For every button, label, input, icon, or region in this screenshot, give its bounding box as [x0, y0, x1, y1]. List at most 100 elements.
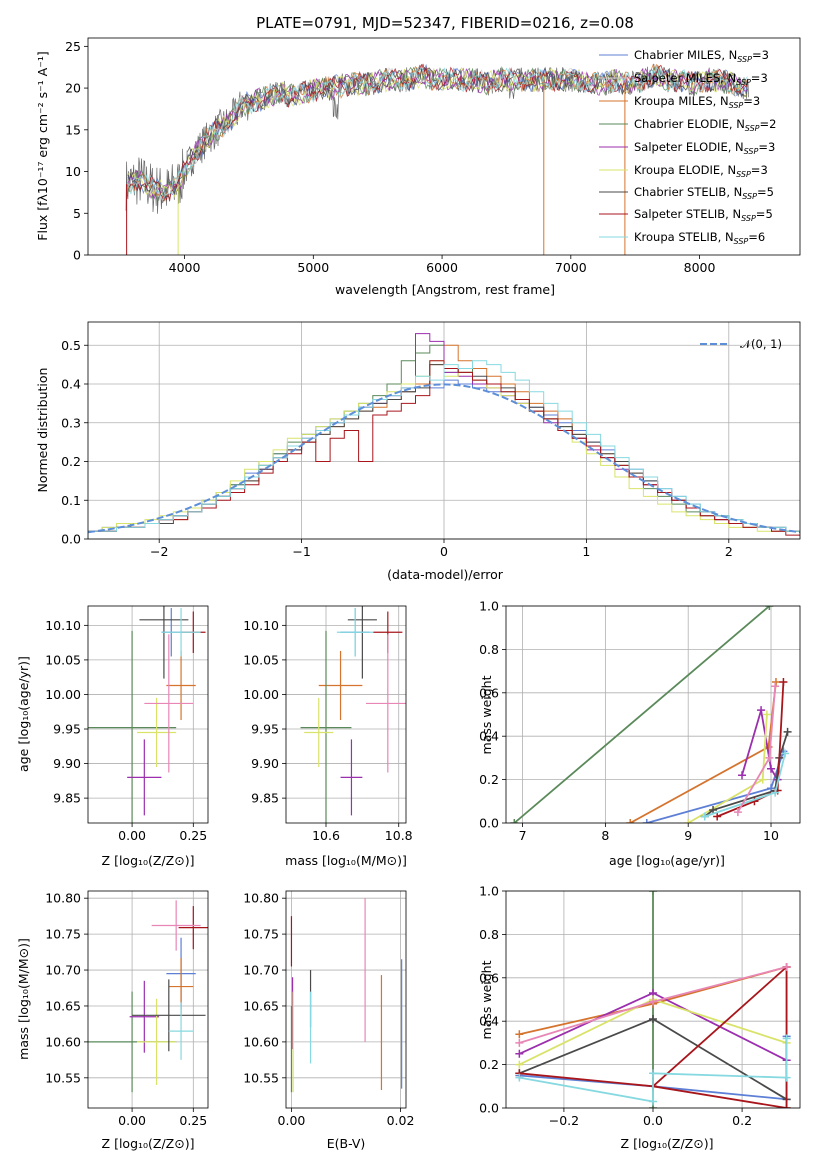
mass_vs_Z-point-5: [132, 979, 206, 1052]
residuals-ytick-label-1: 0.1: [61, 493, 81, 508]
age_vs_mass-frame: [285, 605, 407, 824]
weight_vs_age-ytick-label-4: 0.8: [479, 642, 499, 657]
age_vs_mass-xtick-label-1: 10.8: [385, 828, 413, 843]
weight_vs_age-marker-4-2: [762, 710, 771, 719]
mass_vs_Z-xtick-label-1: 0.25: [179, 1113, 207, 1128]
legend-entry-chabrier-elodie: Chabrier ELODIE, NSSP=2: [599, 117, 776, 133]
legend-entry-kroupa-elodie: Kroupa ELODIE, NSSP=3: [599, 163, 768, 179]
age-vs-mass-panel: 10.6 10.8 9.85 9.90 9.95 10.00 10.05 10.10: [243, 605, 413, 843]
age_vs_Z-frame: [87, 605, 209, 824]
age_vs_mass-ytick-label-2: 9.95: [251, 722, 279, 737]
weight-vs-z-ylabel: mass weight: [479, 960, 494, 1039]
weight_vs_age-marker-7-0: [700, 812, 709, 821]
weight_vs_Z-series: [515, 891, 791, 1108]
weight_vs_Z-marker-7-4: [782, 1034, 791, 1043]
spectrum-ytick-label-2: 10: [65, 164, 81, 179]
weight-vs-age-ylabel: mass weight: [479, 675, 494, 754]
mass_vs_ebv-points: [290, 898, 403, 1093]
spectrum-ytick-label-5: 25: [65, 39, 81, 54]
mass_vs_Z-ytick-label-2: 10.65: [45, 998, 81, 1013]
age_vs_Z-point-4: [136, 697, 177, 768]
weight_vs_age-marker-0-1: [765, 606, 774, 610]
weight_vs_age-marker-1-0: [626, 819, 635, 823]
weight_vs_Z-marker-8-2: [782, 962, 791, 971]
weight_vs_age-marker-5-1: [709, 805, 718, 814]
age_vs_Z-ytick-label-1: 9.90: [53, 756, 81, 771]
age_vs_mass-point-8: [366, 634, 406, 773]
weight_vs_age-xtick-label-3: 10: [763, 828, 779, 843]
mass_vs_Z-ytick-label-4: 10.75: [45, 927, 81, 942]
spectrum-ytick-label-3: 15: [65, 122, 81, 137]
age_vs_Z-xtick-label-0: 0.00: [118, 828, 146, 843]
age_vs_mass-points: [300, 606, 406, 823]
weight_vs_Z-ytick-label-1: 0.2: [479, 1057, 499, 1072]
age-vs-z-ylabel: age [log₁₀(age/yr)]: [16, 656, 31, 772]
spectrum-xtick-label-1: 5000: [297, 260, 329, 275]
mass_vs_Z-frame: [87, 890, 209, 1109]
age_vs_Z-point-1: [166, 650, 196, 721]
residuals-xtick-label-2: 0: [440, 544, 448, 559]
weight_vs_Z-marker-6-3: [782, 1104, 791, 1108]
weight-vs-z-xlabel: Z [log₁₀(Z/Z⊙)]: [621, 1136, 714, 1151]
spectrum-ylabel: Flux [fλ10⁻¹⁷ erg cm⁻² s⁻¹ A⁻¹]: [35, 51, 50, 240]
model-spectrum-5: [127, 66, 748, 198]
spectrum-lines: [125, 63, 749, 255]
weight_vs_age-marker-3-0: [738, 771, 747, 780]
legend-entry-salpeter-miles: Salpeter MILES, NSSP=3: [599, 71, 768, 87]
age_vs_mass-ytick-label-4: 10.05: [243, 652, 279, 667]
weight-vs-age-xlabel: age [log₁₀(age/yr)]: [609, 853, 725, 868]
weight_vs_age-marker-3-1: [757, 706, 766, 715]
age_vs_Z-point-5: [139, 606, 189, 679]
residuals-xtick-label-3: 1: [582, 544, 590, 559]
weight_vs_Z-marker-8-0: [515, 1038, 524, 1047]
spectrum-xtick-label-0: 4000: [169, 260, 201, 275]
weight_vs_age-marker-8-1: [765, 753, 774, 762]
mass-vs-z-ylabel: mass [log₁₀(M/M⊙)]: [16, 938, 31, 1060]
weight-vs-metallicity-panel: −0.2 0.0 0.2 0.0 0.2 0.4 0.6 0.8 1.0: [479, 884, 801, 1128]
spectrum-ytick-label-0: 0: [73, 248, 81, 263]
weight_vs_age-marker-2-0: [642, 819, 651, 823]
residuals-ytick-label-3: 0.3: [61, 415, 81, 430]
weight_vs_age-marker-4-0: [684, 819, 693, 823]
normal-curve: [88, 383, 800, 534]
age_vs_mass-point-4: [304, 697, 334, 768]
mass_vs_ebv-xtick-label-1: 0.02: [387, 1113, 415, 1128]
mass_vs_Z-ytick-label-0: 10.55: [45, 1070, 81, 1085]
model-spectrum-7: [127, 63, 748, 203]
age_vs_Z-point-3: [127, 739, 162, 816]
age_vs_mass-point-5: [347, 606, 377, 679]
svg-text:Kroupa ELODIE, NSSP=3: Kroupa ELODIE, NSSP=3: [634, 163, 768, 179]
age_vs_Z-point-8: [144, 634, 194, 773]
age_vs_Z-point-7: [161, 608, 201, 657]
age_vs_Z-ytick-label-3: 10.00: [45, 687, 81, 702]
mass_vs_ebv-ytick-label-0: 10.55: [243, 1070, 279, 1085]
weight_vs_Z-marker-7-3: [782, 1073, 791, 1082]
mass_vs_ebv-frame: [285, 890, 407, 1109]
spectrum-panel: 4000 5000 6000 7000 8000 0 5 10 15 20 25: [65, 37, 801, 275]
residuals-xlabel: (data-model)/error: [387, 567, 504, 582]
mass-vs-ebv-panel: 0.00 0.02 10.55 10.60 10.65 10.70 10.75 10.80: [243, 890, 415, 1128]
weight_vs_age-xtick-label-0: 7: [519, 828, 527, 843]
mass_vs_Z-point-6: [178, 906, 208, 950]
weight_vs_age-ytick-label-5: 1.0: [479, 599, 499, 614]
weight_vs_age-marker-6-3: [779, 677, 788, 686]
age_vs_mass-point-3: [340, 739, 363, 816]
svg-text:Kroupa STELIB, NSSP=6: Kroupa STELIB, NSSP=6: [634, 230, 765, 246]
spectrum-frame: [87, 37, 801, 256]
weight_vs_age-marker-0-0: [510, 819, 519, 823]
legend-entry-chabrier-miles: Chabrier MILES, NSSP=3: [599, 48, 769, 64]
residuals-ytick-label-2: 0.2: [61, 454, 81, 469]
age_vs_Z-ytick-label-5: 10.10: [45, 618, 81, 633]
age_vs_Z-xtick-label-1: 0.25: [179, 828, 207, 843]
mass_vs_ebv-ytick-label-2: 10.65: [243, 998, 279, 1013]
weight_vs_Z-ytick-label-5: 1.0: [479, 884, 499, 899]
figure-title: PLATE=0791, MJD=52347, FIBERID=0216, z=0…: [256, 14, 634, 32]
mass_vs_ebv-ytick-label-3: 10.70: [243, 963, 279, 978]
residuals-xtick-label-0: −2: [150, 544, 168, 559]
mass-vs-metallicity-panel: 0.00 0.25 10.55 10.60 10.65 10.70 10.75 10.80: [45, 890, 209, 1128]
mass-vs-z-xlabel: Z [log₁₀(Z/Z⊙)]: [102, 1136, 195, 1151]
age_vs_mass-point-2: [300, 630, 352, 823]
weight_vs_Z-xtick-label-1: 0.0: [643, 1113, 663, 1128]
legend-entry-chabrier-stelib: Chabrier STELIB, NSSP=5: [599, 185, 774, 201]
mass_vs_ebv-ytick-label-5: 10.80: [243, 891, 279, 906]
